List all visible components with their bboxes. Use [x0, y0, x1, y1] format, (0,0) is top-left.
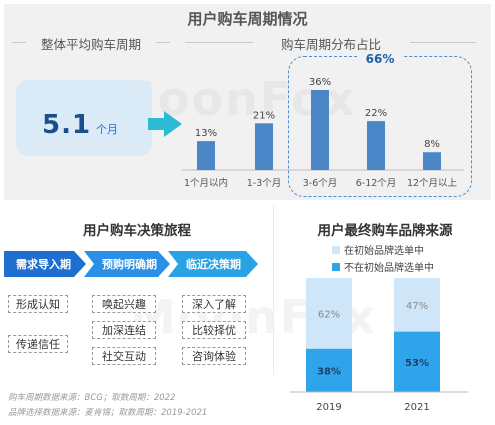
bar: [311, 90, 329, 170]
legend-label: 在初始品牌选单中: [344, 246, 424, 257]
stacked-bar-segment: [394, 331, 440, 392]
tick-label: 12个月以上: [407, 178, 458, 189]
legend-item: 在初始品牌选单中: [332, 242, 424, 257]
divider: [12, 42, 26, 43]
stacked-bar-segment: [306, 348, 352, 392]
data-label: 36%: [309, 77, 331, 88]
stage-demand: 需求导入期: [4, 251, 86, 277]
bar: [255, 123, 273, 170]
stacked-bar-segment: [394, 278, 440, 332]
average-cycle-subtitle: 整体平均购车周期: [12, 34, 170, 52]
tick-label: 2019: [316, 402, 341, 413]
legend-swatch: [332, 262, 340, 271]
journey-tag: 唤起兴趣: [92, 295, 156, 313]
stacked-bar-segment: [306, 278, 352, 349]
bar: [423, 152, 441, 170]
journey-tag: 深入了解: [182, 295, 246, 313]
page-title: 用户购车周期情况: [187, 10, 308, 28]
data-label: 22%: [365, 108, 387, 119]
legend-label: 不在初始品牌选单中: [344, 263, 434, 274]
legend-item: 不在初始品牌选单中: [332, 259, 434, 274]
average-cycle-card: [16, 80, 152, 156]
average-cycle-value: 5.1: [42, 110, 92, 140]
source-note: 品牌选择数据来源：麦肯锡；取数周期：2019-2021: [8, 408, 208, 418]
highlight-percentage: 66%: [358, 52, 402, 66]
bar: [197, 141, 215, 170]
divider: [185, 42, 253, 43]
data-label: 13%: [195, 128, 217, 139]
journey-title: 用户购车决策旅程: [83, 223, 191, 239]
journey-tag: 传递信任: [8, 335, 68, 353]
data-label: 53%: [405, 358, 429, 369]
tick-label: 1个月以内: [184, 177, 228, 189]
tick-label: 6-12个月: [356, 178, 397, 189]
data-label: 62%: [318, 309, 340, 320]
tick-label: 2021: [404, 402, 429, 413]
arrow-right-icon: [148, 111, 182, 137]
legend-swatch: [332, 245, 340, 254]
data-label: 47%: [406, 301, 428, 312]
journey-tag: 形成认知: [8, 295, 68, 313]
journey-tag: 社交互动: [92, 347, 156, 365]
data-label: 8%: [424, 139, 440, 150]
journey-tag: 咨询体验: [182, 347, 246, 365]
data-label: 38%: [317, 366, 341, 377]
tick-label: 3-6个月: [303, 178, 338, 189]
journey-tag: 加深连结: [92, 321, 156, 339]
distribution-subtitle: 购车周期分布占比: [185, 34, 477, 52]
brand-title: 用户最终购车品牌来源: [317, 223, 453, 239]
tick-label: 1-3个月: [247, 178, 282, 189]
journey-tag: 比较择优: [182, 321, 246, 339]
average-cycle-unit: 个月: [96, 123, 118, 136]
divider: [156, 42, 170, 43]
stage-prepurchase: 预购明确期: [84, 251, 170, 277]
divider: [410, 42, 476, 43]
data-label: 21%: [253, 110, 275, 121]
stage-decision: 临近决策期: [168, 251, 258, 277]
source-note: 购车周期数据来源：BCG；取数周期：2022: [8, 393, 176, 403]
bar: [367, 121, 385, 170]
divider: [273, 205, 274, 375]
